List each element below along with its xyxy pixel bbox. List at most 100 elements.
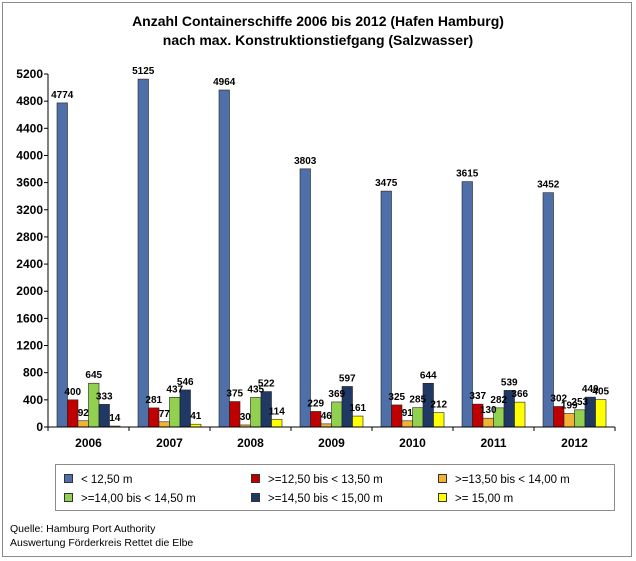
data-label: 333 [96,391,113,402]
legend-swatch [251,493,260,503]
legend-item: >= 15,00 m [438,493,513,505]
data-label: 4964 [213,77,236,88]
bar [482,417,494,428]
legend-swatch [64,493,73,503]
data-label: 229 [307,398,324,409]
legend-item: >=12,50 bis < 13,50 m [251,474,383,486]
data-label: 405 [592,387,609,398]
x-tick-label: 2011 [480,436,506,450]
bar [250,397,262,428]
bar [67,399,79,428]
y-tick-label: 2400 [16,257,43,271]
data-label: 435 [247,384,264,395]
data-label: 597 [339,373,356,384]
data-label: 645 [85,370,102,381]
bar [563,413,575,428]
x-tick-label: 2007 [156,436,183,450]
chart-title-line-2: nach max. Konstruktionstiefgang (Salzwas… [162,32,474,48]
bar [137,78,149,428]
data-label: 30 [240,412,252,423]
bar [179,389,191,428]
bar [77,420,89,428]
data-label: 77 [159,409,171,420]
bar [229,401,241,428]
chart-title: Anzahl Containerschiffe 2006 bis 2012 (H… [0,12,636,50]
data-label: 437 [166,384,183,395]
data-label: 285 [409,395,426,406]
bar [401,420,413,428]
data-label: 5125 [132,66,155,77]
x-tick-label: 2009 [318,436,345,450]
legend-swatch [64,474,73,484]
data-label: 302 [550,394,567,405]
y-tick-label: 4400 [16,121,43,135]
bar [412,407,424,428]
source-line-1: Quelle: Hamburg Port Authority [10,523,156,535]
x-tick-label: 2010 [399,436,426,450]
data-label: 41 [190,411,202,422]
bar-chart: 4774 5125 4964 3803 3475 3615 3452 400 281 375 229… [16,66,616,450]
bar [98,404,110,428]
legend-label: >=13,50 bis < 14,00 m [455,474,570,486]
bar [433,412,445,428]
legend-item: >=13,50 bis < 14,00 m [438,474,570,486]
legend-item: >=14,00 bis < 14,50 m [64,493,196,505]
bar [331,401,343,428]
bar [271,418,283,428]
y-tick-label: 3600 [16,176,43,190]
data-label: 440 [582,384,599,395]
data-label: 3803 [294,156,317,167]
legend-swatch [251,474,260,484]
y-tick-label: 4800 [16,94,43,108]
y-tick-label: 0 [36,420,43,434]
legend-label: >=12,50 bis < 13,50 m [268,474,383,486]
data-label: 369 [328,389,345,400]
bar [56,102,68,428]
bar [158,421,170,428]
y-tick-label: 2800 [16,230,43,244]
legend-label: >= 15,00 m [455,493,514,505]
legend-label: < 12,50 m [81,474,133,486]
bar [299,168,311,428]
data-label: 375 [226,389,243,400]
legend-swatch [438,474,447,484]
data-label: 130 [480,405,497,416]
data-label: 114 [269,406,286,417]
data-label: 281 [145,395,162,406]
data-label: 522 [258,379,275,390]
bar [514,401,526,428]
x-tick-label: 2012 [561,436,588,450]
data-label: 46 [321,411,333,422]
legend: < 12,50 m >=12,50 bis < 13,50 m >=13,50 bi… [55,464,615,511]
data-label: 92 [78,408,90,419]
y-tick-label: 400 [23,393,43,407]
bar [88,382,100,428]
bar [391,404,403,428]
y-tick-label: 3200 [16,203,43,217]
data-label: 3475 [375,178,398,189]
bar [310,411,322,428]
bar [148,407,160,428]
y-tick-label: 800 [23,366,43,380]
legend-swatch [438,493,447,503]
data-label: 199 [561,400,578,411]
source-line-2: Auswertung Förderkreis Rettet die Elbe [10,537,194,549]
y-tick-label: 4000 [16,148,43,162]
source-note: Quelle: Hamburg Port Authority Auswertun… [10,522,193,550]
legend-label: >=14,00 bis < 14,50 m [81,493,196,505]
y-tick-label: 5200 [16,67,43,81]
chart-title-line-1: Anzahl Containerschiffe 2006 bis 2012 (H… [132,13,504,29]
bar [574,409,586,428]
data-label: 325 [388,392,405,403]
bar [542,192,554,428]
y-tick-label: 1200 [16,339,43,353]
data-label: 644 [420,370,437,381]
data-label: 4774 [51,90,74,101]
data-label: 91 [402,408,414,419]
data-label: 14 [109,413,121,424]
y-tick-label: 2000 [16,284,43,298]
bar [352,415,364,428]
data-label: 366 [511,389,528,400]
legend-item: < 12,50 m [64,474,132,486]
data-label: 253 [571,397,588,408]
